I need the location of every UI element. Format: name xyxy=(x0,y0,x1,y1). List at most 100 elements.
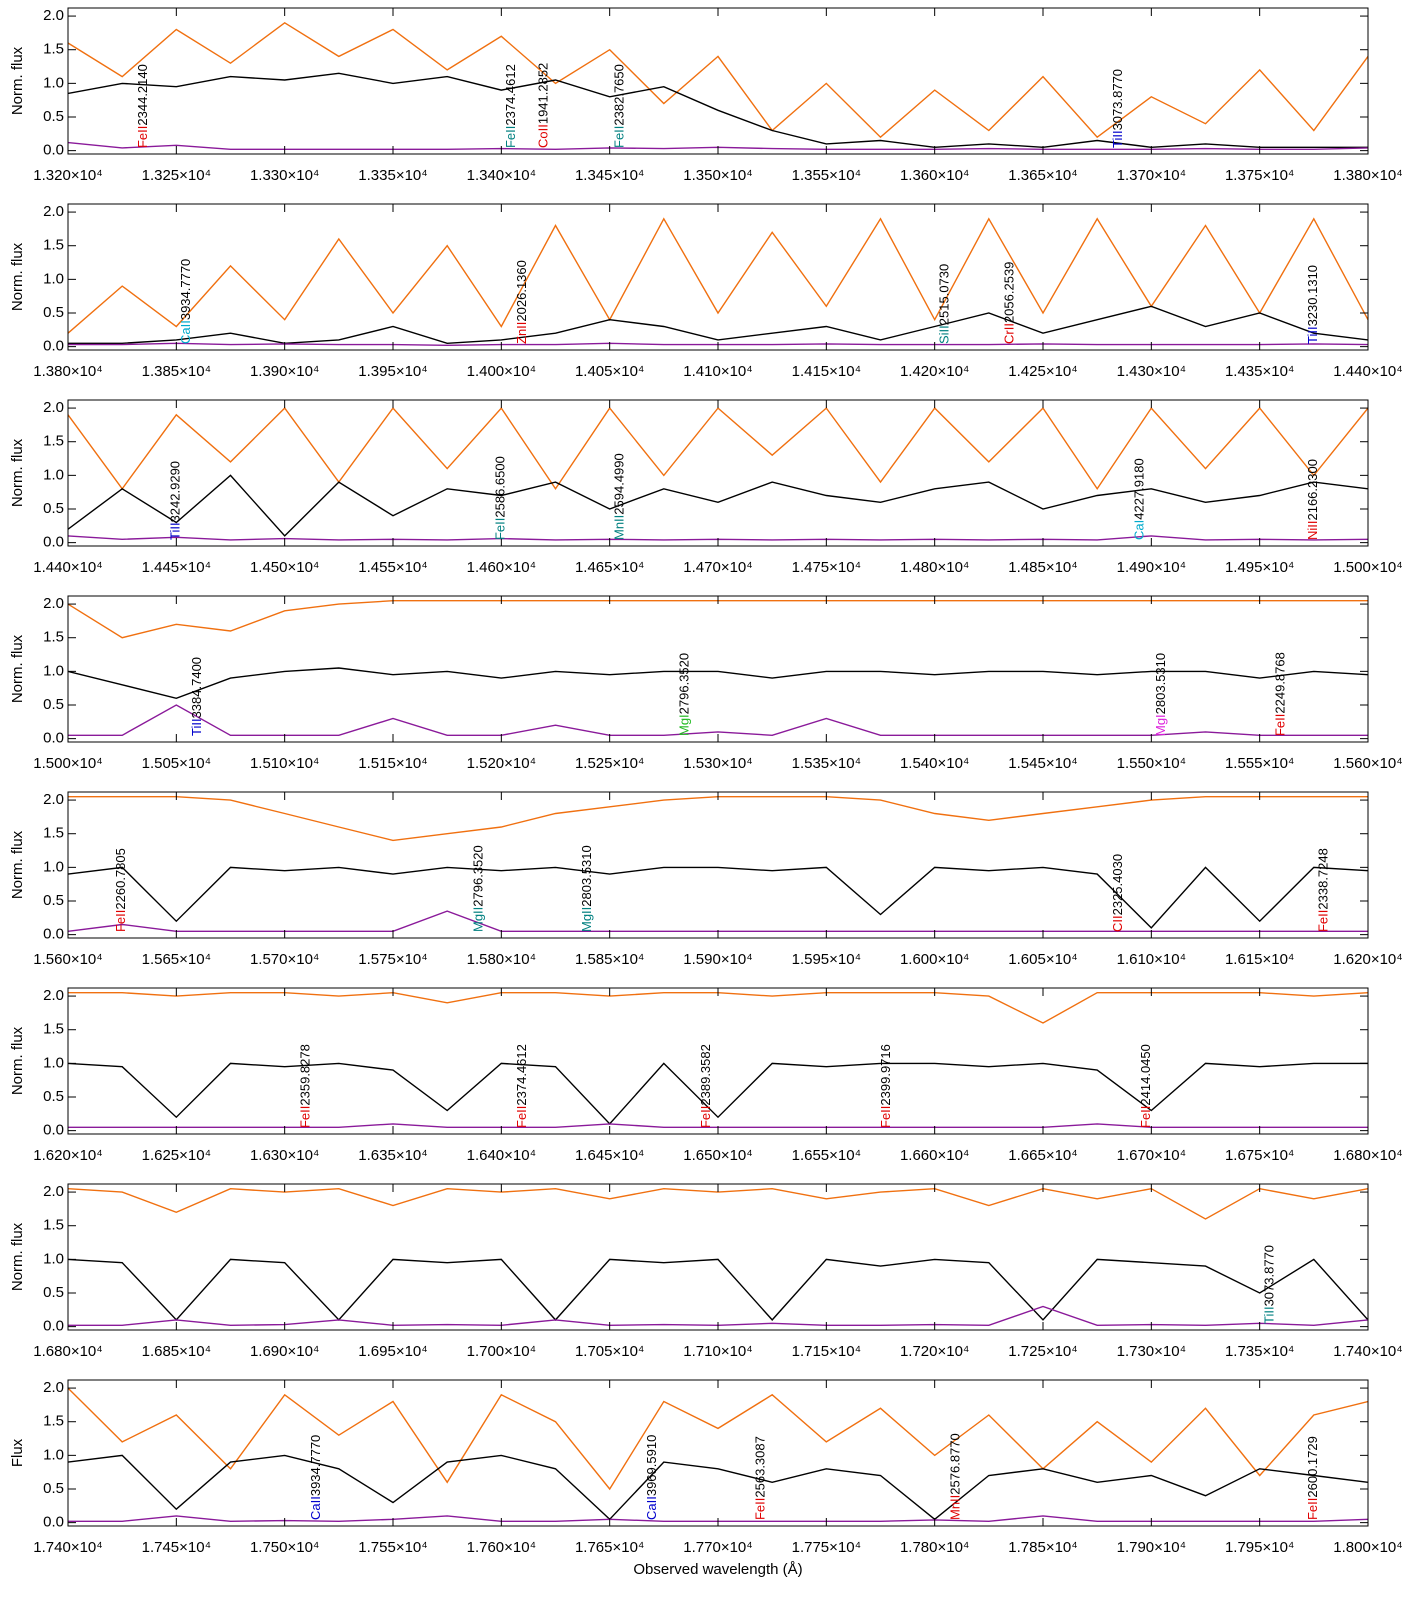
ion-name: CrII xyxy=(1002,323,1017,344)
x-tick-label: 1.700×10⁴ xyxy=(467,1343,536,1360)
x-tick-label: 1.410×10⁴ xyxy=(683,363,752,380)
ion-name: CaII xyxy=(644,1496,659,1520)
spectrum-line xyxy=(68,1454,1368,1521)
y-axis-label: Norm. flux xyxy=(9,438,26,507)
x-tick-label: 1.780×10⁴ xyxy=(900,1539,969,1556)
x-tick-label: 1.540×10⁴ xyxy=(900,755,969,772)
x-tick-label: 1.620×10⁴ xyxy=(33,1147,102,1164)
y-tick-label: 1.5 xyxy=(43,1021,64,1038)
x-tick-label: 1.620×10⁴ xyxy=(1333,951,1402,968)
x-tick-label: 1.725×10⁴ xyxy=(1008,1343,1077,1360)
plot-frame xyxy=(67,595,1369,743)
ion-name: TiII xyxy=(1262,1306,1277,1324)
rest-wavelength: 2796.3520 xyxy=(677,653,692,714)
x-tick-label: 1.505×10⁴ xyxy=(142,755,211,772)
spectrum-line xyxy=(68,217,1368,334)
x-tick-label: 1.615×10⁴ xyxy=(1225,951,1294,968)
y-tick-label: 0.5 xyxy=(43,1480,64,1497)
x-tick-label: 1.465×10⁴ xyxy=(575,559,644,576)
x-tick-label: 1.330×10⁴ xyxy=(250,167,319,184)
rest-wavelength: 2056.2539 xyxy=(1002,262,1017,323)
y-tick-label: 2.0 xyxy=(43,791,64,808)
line-id: CaII3934.7770 xyxy=(179,259,194,344)
rest-wavelength: 3384.7400 xyxy=(189,657,204,718)
x-tick-label: 1.750×10⁴ xyxy=(250,1539,319,1556)
x-tick-label: 1.415×10⁴ xyxy=(792,363,861,380)
x-tick-label: 1.730×10⁴ xyxy=(1117,1343,1186,1360)
y-tick-label: 1.0 xyxy=(43,1054,64,1071)
line-id: TiII3384.7400 xyxy=(189,657,204,736)
x-tick-label: 1.590×10⁴ xyxy=(683,951,752,968)
rest-wavelength: 2399.9716 xyxy=(878,1044,893,1105)
ion-name: FeII xyxy=(514,1106,529,1128)
x-tick-label: 1.670×10⁴ xyxy=(1117,1147,1186,1164)
ion-name: MnII xyxy=(948,1495,963,1520)
line-id: FeII2374.4612 xyxy=(514,1044,529,1128)
y-tick-label: 2.0 xyxy=(43,595,64,612)
x-tick-label: 1.455×10⁴ xyxy=(358,559,427,576)
line-id: FeII2563.3087 xyxy=(753,1436,768,1520)
spectrum-line xyxy=(68,1062,1368,1125)
ion-name: FeII xyxy=(298,1106,313,1128)
rest-wavelength: 2803.5310 xyxy=(579,845,594,906)
ion-name: FeII xyxy=(493,518,508,540)
y-tick-label: 1.0 xyxy=(43,466,64,483)
line-id: TiII3230.1310 xyxy=(1305,265,1320,344)
line-id: ZnII2026.1360 xyxy=(514,260,529,344)
x-tick-label: 1.435×10⁴ xyxy=(1225,363,1294,380)
x-tick-label: 1.685×10⁴ xyxy=(142,1343,211,1360)
line-id: FeII2359.8278 xyxy=(298,1044,313,1128)
x-tick-label: 1.710×10⁴ xyxy=(683,1343,752,1360)
rest-wavelength: 2600.1729 xyxy=(1305,1436,1320,1497)
rest-wavelength: 2563.3087 xyxy=(753,1436,768,1497)
y-tick-label: 1.0 xyxy=(43,270,64,287)
ion-name: CaII xyxy=(309,1496,324,1520)
x-tick-label: 1.480×10⁴ xyxy=(900,559,969,576)
x-tick-label: 1.340×10⁴ xyxy=(467,167,536,184)
spectrum-line xyxy=(68,1258,1368,1321)
spectrum-line xyxy=(68,1387,1368,1491)
y-tick-label: 2.0 xyxy=(43,203,64,220)
line-id: MgII2803.5310 xyxy=(579,845,594,932)
line-id: CrII2056.2539 xyxy=(1002,262,1017,344)
x-tick-label: 1.695×10⁴ xyxy=(358,1343,427,1360)
x-tick-label: 1.715×10⁴ xyxy=(792,1343,861,1360)
x-tick-label: 1.545×10⁴ xyxy=(1008,755,1077,772)
spectrum-line xyxy=(68,866,1368,929)
line-id: FeII2586.6500 xyxy=(493,456,508,540)
spectrum-line xyxy=(68,21,1368,139)
ion-name: MgI xyxy=(1154,714,1169,736)
x-tick-label: 1.785×10⁴ xyxy=(1008,1539,1077,1556)
ion-name: MgII xyxy=(579,907,594,932)
x-tick-label: 1.560×10⁴ xyxy=(1333,755,1402,772)
ion-name: CaII xyxy=(179,320,194,344)
x-tick-label: 1.565×10⁴ xyxy=(142,951,211,968)
line-id: FeII2600.1729 xyxy=(1305,1436,1320,1520)
x-tick-label: 1.450×10⁴ xyxy=(250,559,319,576)
y-axis-label: Norm. flux xyxy=(9,242,26,311)
ion-name: CaI xyxy=(1132,520,1147,540)
ion-name: FeII xyxy=(1316,910,1331,932)
y-tick-label: 1.5 xyxy=(43,1413,64,1430)
x-tick-label: 1.790×10⁴ xyxy=(1117,1539,1186,1556)
x-tick-label: 1.630×10⁴ xyxy=(250,1147,319,1164)
spectrum-line xyxy=(68,600,1368,639)
plot-frame xyxy=(67,203,1369,351)
plot-frame xyxy=(67,791,1369,939)
y-tick-label: 0.5 xyxy=(43,696,64,713)
y-tick-label: 0.0 xyxy=(43,534,64,551)
ion-name: ZnII xyxy=(514,322,529,344)
line-id: MgII2796.3520 xyxy=(471,845,486,932)
y-tick-label: 2.0 xyxy=(43,7,64,24)
y-tick-label: 0.5 xyxy=(43,500,64,517)
rest-wavelength: 2249.8768 xyxy=(1273,652,1288,713)
x-tick-label: 1.745×10⁴ xyxy=(142,1539,211,1556)
x-tick-label: 1.440×10⁴ xyxy=(33,559,102,576)
x-tick-label: 1.345×10⁴ xyxy=(575,167,644,184)
x-tick-label: 1.500×10⁴ xyxy=(33,755,102,772)
x-tick-label: 1.625×10⁴ xyxy=(142,1147,211,1164)
ion-name: TiII xyxy=(1110,130,1125,148)
x-tick-label: 1.470×10⁴ xyxy=(683,559,752,576)
x-tick-label: 1.575×10⁴ xyxy=(358,951,427,968)
